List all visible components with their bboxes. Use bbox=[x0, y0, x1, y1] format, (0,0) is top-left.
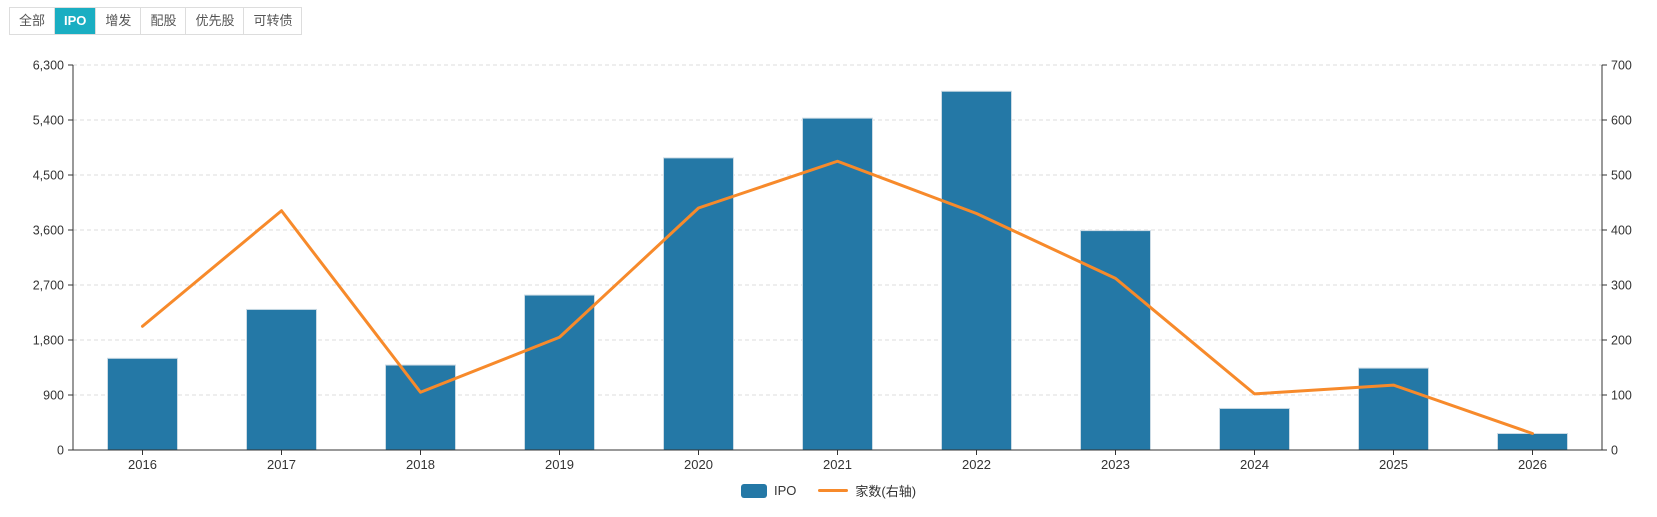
left-axis-label: 2,700 bbox=[33, 279, 64, 293]
right-axis-label: 400 bbox=[1611, 224, 1632, 238]
bar-2018 bbox=[385, 364, 456, 451]
tab-convertible[interactable]: 可转债 bbox=[243, 8, 301, 34]
bar-2017 bbox=[246, 308, 317, 451]
security-type-tabs: 全部 IPO 增发 配股 优先股 可转债 bbox=[9, 7, 303, 35]
bar-series-swatch bbox=[740, 483, 767, 498]
left-axis-label: 6,300 bbox=[33, 59, 64, 73]
x-axis-label-2018: 2018 bbox=[406, 457, 435, 472]
x-axis-label-2025: 2025 bbox=[1379, 457, 1408, 472]
left-axis-label: 900 bbox=[43, 389, 64, 403]
tab-all[interactable]: 全部 bbox=[19, 13, 46, 28]
count-line-series bbox=[141, 159, 1534, 435]
right-axis-label: 700 bbox=[1611, 59, 1632, 73]
left-axis-label: 0 bbox=[57, 444, 64, 458]
chart-legend: IPO 家数(右轴) bbox=[0, 481, 1657, 500]
tab-rights-issue[interactable]: 配股 bbox=[140, 8, 185, 34]
bar-2023 bbox=[1080, 230, 1151, 451]
legend-item-ipo[interactable]: IPO bbox=[740, 483, 797, 498]
x-axis-label-2021: 2021 bbox=[823, 457, 852, 472]
right-axis-label: 500 bbox=[1611, 169, 1632, 183]
line-series-swatch bbox=[818, 489, 849, 492]
x-axis-label-2024: 2024 bbox=[1240, 457, 1269, 472]
right-axis-label: 100 bbox=[1611, 389, 1632, 403]
legend-item-count[interactable]: 家数(右轴) bbox=[818, 481, 916, 500]
x-axis-label-2019: 2019 bbox=[545, 457, 574, 472]
legend-label-ipo: IPO bbox=[773, 483, 797, 498]
x-axis-label-2022: 2022 bbox=[962, 457, 991, 472]
tab-seo[interactable]: 增发 bbox=[95, 8, 140, 34]
left-axis-label: 4,500 bbox=[33, 169, 64, 183]
left-axis-label: 1,800 bbox=[33, 334, 64, 348]
x-axis-label-2020: 2020 bbox=[684, 457, 713, 472]
right-axis-label: 300 bbox=[1611, 279, 1632, 293]
left-axis-label: 5,400 bbox=[33, 114, 64, 128]
bar-2020 bbox=[663, 157, 734, 451]
tab-preferred[interactable]: 优先股 bbox=[185, 8, 243, 34]
x-axis-label-2017: 2017 bbox=[267, 457, 296, 472]
x-axis-label-2016: 2016 bbox=[128, 457, 157, 472]
x-axis-label-2026: 2026 bbox=[1518, 457, 1547, 472]
bar-2016 bbox=[107, 357, 178, 451]
bar-2026 bbox=[1497, 433, 1568, 451]
right-axis-label: 600 bbox=[1611, 114, 1632, 128]
bar-2019 bbox=[524, 294, 595, 451]
x-axis-label-2023: 2023 bbox=[1101, 457, 1130, 472]
bar-2022 bbox=[941, 90, 1012, 451]
right-axis-label: 0 bbox=[1611, 444, 1618, 458]
tab-ipo[interactable]: IPO bbox=[54, 8, 96, 34]
left-axis-label: 3,600 bbox=[33, 224, 64, 238]
right-axis-label: 200 bbox=[1611, 334, 1632, 348]
bar-2024 bbox=[1219, 407, 1290, 451]
legend-label-count: 家数(右轴) bbox=[855, 484, 917, 499]
bar-2025 bbox=[1358, 367, 1429, 451]
